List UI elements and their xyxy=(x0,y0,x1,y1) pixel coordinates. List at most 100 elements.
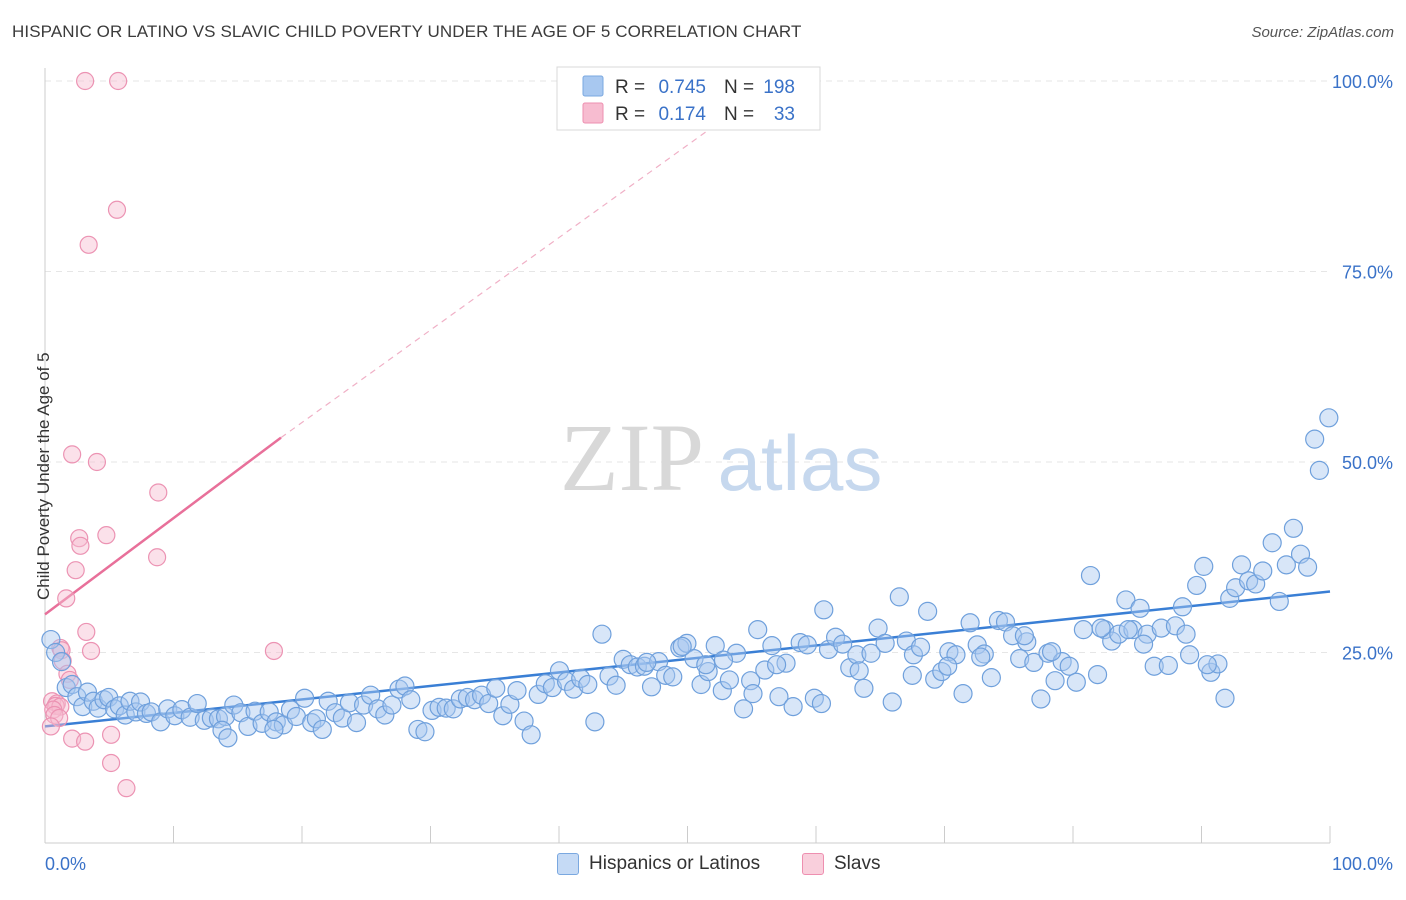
hispanics-point xyxy=(318,691,338,711)
slavs-trend-line xyxy=(44,436,282,616)
hispanics-point xyxy=(762,636,782,656)
hispanics-point xyxy=(719,670,740,690)
slavs-point xyxy=(66,561,85,580)
hispanics-point xyxy=(902,665,922,685)
hispanics-point xyxy=(312,719,332,740)
hispanics-point xyxy=(1319,408,1339,428)
hispanics-point xyxy=(854,678,874,698)
legend-label-slavs: Slavs xyxy=(834,853,881,874)
legend-n-value: 33 xyxy=(774,104,795,125)
watermark-zip: ZIP xyxy=(560,404,704,511)
hispanics-point xyxy=(705,636,725,656)
slavs-point xyxy=(76,71,95,91)
slavs-point xyxy=(76,732,95,751)
legend-n-label: N = xyxy=(724,104,754,125)
hispanics-point xyxy=(1059,656,1079,676)
legend-n-label: N = xyxy=(724,77,754,98)
hispanics-point xyxy=(1269,591,1289,612)
hispanics-point xyxy=(925,669,945,689)
hispanics-point xyxy=(486,678,506,698)
slavs-trend-extension xyxy=(280,80,777,439)
hispanics-point xyxy=(1297,557,1318,577)
hispanics-point xyxy=(1102,631,1122,651)
hispanics-point xyxy=(766,655,787,675)
slavs-point xyxy=(107,200,127,219)
hispanics-point xyxy=(1158,655,1178,676)
hispanics-point xyxy=(592,624,612,644)
hispanics-point xyxy=(493,706,513,726)
hispanics-point xyxy=(1262,533,1282,553)
hispanics-point xyxy=(224,695,244,715)
hispanics-point xyxy=(542,677,563,698)
hispanics-point xyxy=(847,645,867,665)
chart-title: HISPANIC OR LATINO VS SLAVIC CHILD POVER… xyxy=(12,22,802,41)
hispanics-points xyxy=(41,408,1339,748)
hispanics-point xyxy=(264,719,284,740)
hispanics-point xyxy=(971,647,991,667)
hispanics-point xyxy=(1087,664,1108,685)
hispanics-point xyxy=(408,719,428,740)
hispanics-point xyxy=(1231,555,1252,575)
hispanics-point xyxy=(1194,556,1214,576)
hispanics-point xyxy=(77,682,98,702)
hispanics-point xyxy=(606,675,626,695)
tick-labels: 25.0% 50.0% 75.0% 100.0% 0.0% 100.0% xyxy=(45,72,1393,874)
legend-swatch-hispanics xyxy=(557,853,579,875)
hispanics-point xyxy=(790,632,810,653)
y-tick-label: 25.0% xyxy=(1342,644,1393,664)
hispanics-point xyxy=(713,650,734,670)
slavs-point xyxy=(79,235,98,254)
legend-r-value: 0.745 xyxy=(658,77,706,98)
hispanics-point xyxy=(672,636,692,657)
hispanics-point xyxy=(457,687,478,708)
hispanics-point xyxy=(814,600,834,620)
hispanics-point xyxy=(849,661,869,681)
y-tick-label: 75.0% xyxy=(1342,263,1393,283)
hispanics-point xyxy=(818,639,839,660)
hispanics-point xyxy=(295,688,315,708)
hispanics-point xyxy=(194,710,214,730)
hispanics-point xyxy=(450,689,470,709)
hispanics-point xyxy=(769,687,789,707)
hispanics-point xyxy=(637,652,657,673)
hispanics-point xyxy=(1151,618,1171,638)
hispanics-point xyxy=(1118,620,1138,640)
hispanics-point xyxy=(415,722,435,742)
legend-r-value: 0.174 xyxy=(658,104,706,125)
hispanics-point xyxy=(109,696,129,716)
hispanics-point xyxy=(429,697,449,717)
hispanics-point xyxy=(354,695,374,715)
hispanics-point xyxy=(755,660,775,680)
hispanics-point xyxy=(1283,518,1304,538)
hispanics-point xyxy=(811,693,832,714)
hispanics-point xyxy=(1172,597,1193,617)
hispanics-point xyxy=(46,642,66,663)
legend-r-label: R = xyxy=(615,104,645,125)
hispanics-point xyxy=(861,643,881,663)
hispanics-point xyxy=(212,720,232,740)
hispanics-point xyxy=(1031,689,1051,709)
watermark-atlas: atlas xyxy=(718,419,883,507)
hispanics-point xyxy=(436,698,456,718)
hispanics-point xyxy=(889,587,909,607)
hispanics-point xyxy=(120,691,140,711)
legend-box: R = 0.745 N = 198 R = 0.174 N = 33 xyxy=(556,66,821,131)
hispanics-point xyxy=(1024,652,1044,673)
slavs-point xyxy=(117,779,136,798)
hispanics-point xyxy=(1041,642,1062,662)
hispanics-point xyxy=(783,697,803,717)
hispanics-point xyxy=(158,699,178,719)
hispanics-point xyxy=(627,657,647,677)
slavs-point xyxy=(41,717,61,736)
slavs-point xyxy=(71,536,90,555)
hispanics-point xyxy=(1045,671,1065,691)
hispanics-point xyxy=(556,671,577,692)
hispanics-point xyxy=(1187,575,1207,596)
hispanics-point xyxy=(521,725,541,745)
hispanics-point xyxy=(743,684,763,704)
legend-swatch-slavs xyxy=(802,853,824,875)
slavs-point xyxy=(101,753,121,773)
hispanics-point xyxy=(339,693,360,713)
hispanics-point xyxy=(130,692,151,712)
